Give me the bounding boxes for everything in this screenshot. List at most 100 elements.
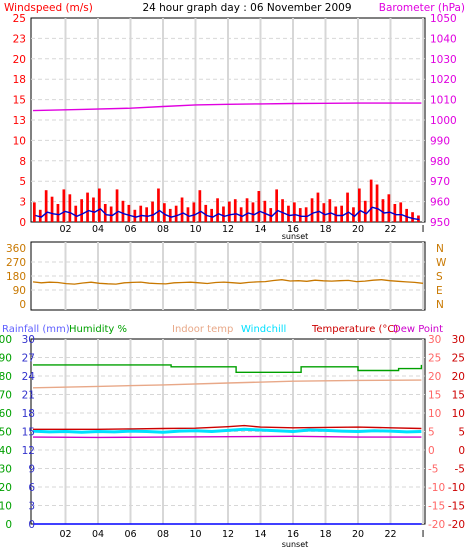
dewpoint-line — [32, 435, 422, 439]
windspeed-bar — [304, 207, 308, 222]
temperature-tick-label-left: 10 — [428, 408, 441, 420]
windspeed-bar — [251, 202, 255, 222]
direction-compass-tick-label: N — [436, 243, 444, 255]
temperature-tick-label-right: -15 — [448, 501, 465, 513]
rainfall-tick-label: 15 — [22, 427, 35, 439]
graph-title: 24 hour graph day : 06 November 2009 — [142, 2, 351, 14]
x-tick-label: I — [422, 224, 425, 235]
rainfall-tick-label: 3 — [28, 501, 35, 513]
x-tick-label: 18 — [319, 529, 331, 540]
humidity-tick-label: 10 — [0, 501, 12, 513]
temperature-tick-label-right: 15 — [452, 390, 465, 402]
barometer-tick-label: 960 — [430, 197, 450, 209]
windspeed-bar — [127, 204, 131, 222]
barometer-tick-label: 1000 — [430, 115, 457, 127]
barometer-tick-label: 990 — [430, 135, 450, 147]
direction-degree-tick-label: 270 — [6, 257, 26, 269]
x-tick-label: 04 — [92, 224, 104, 235]
windspeed-bar — [216, 198, 219, 222]
x-tick-label: 02 — [59, 224, 71, 235]
barometer-tick-label: 970 — [430, 176, 450, 188]
rainfall-tick-label: 21 — [22, 390, 35, 402]
windspeed-tick-label: 3 — [19, 197, 26, 209]
x-tick-label: 16 — [287, 529, 299, 540]
windspeed-bar — [387, 194, 391, 222]
barometer-tick-label: 950 — [430, 217, 450, 229]
windspeed-bar — [298, 208, 302, 222]
windspeed-tick-label: 0 — [19, 217, 26, 229]
windspeed-bar — [180, 197, 184, 222]
humidity-tick-label: 50 — [0, 427, 12, 439]
windspeed-bar — [50, 196, 54, 222]
x-tick-label: 14 — [254, 529, 266, 540]
x-tick-label: 06 — [124, 224, 136, 235]
windchill-axis-label: Windchill — [241, 324, 286, 335]
x-tick-label: 12 — [222, 529, 234, 540]
direction-compass-tick-label: W — [436, 257, 447, 269]
windspeed-bar — [310, 198, 314, 222]
windspeed-bar — [163, 203, 166, 222]
barometer-tick-label: 1020 — [430, 74, 457, 86]
windspeed-bar — [133, 209, 137, 222]
rainfall-tick-label: 24 — [22, 371, 36, 383]
windspeed-bar — [239, 207, 243, 222]
temperature-tick-label-left: 15 — [428, 390, 441, 402]
temperature-tick-label-right: 5 — [458, 427, 465, 439]
wind-baro-lines — [32, 102, 422, 221]
humidity-tick-label: 0 — [5, 519, 12, 531]
windspeed-bar — [233, 199, 237, 222]
x-tick-label: 04 — [92, 529, 104, 540]
rainfall-axis-label: Rainfall (mm) — [2, 324, 70, 335]
windspeed-bar — [151, 201, 154, 222]
humidity-tick-label: 70 — [0, 390, 12, 402]
windspeed-bar — [56, 204, 60, 222]
x-tick-label: 20 — [352, 529, 364, 540]
direction-degree-tick-label: 90 — [13, 285, 26, 297]
windspeed-bar — [198, 190, 202, 222]
temperature-tick-label-left: 20 — [428, 371, 441, 383]
humidity-tick-label: 60 — [0, 408, 12, 420]
windspeed-bar — [145, 207, 148, 222]
x-tick-label: 02 — [59, 529, 71, 540]
temperature-axis-label: Temperature (°C) — [311, 324, 398, 335]
rainfall-tick-label: 30 — [22, 334, 35, 346]
temperature-tick-label-left: -10 — [428, 482, 445, 494]
temperature-tick-label-left: -5 — [428, 464, 438, 476]
windspeed-bar — [74, 205, 78, 222]
windspeed-bar — [186, 207, 190, 222]
temperature-tick-label-left: 0 — [428, 445, 435, 457]
barometer-line — [32, 102, 422, 112]
x-tick-label: 06 — [124, 529, 136, 540]
windspeed-bar — [399, 202, 403, 222]
windspeed-bar — [411, 212, 414, 222]
windspeed-bar — [210, 208, 213, 222]
windspeed-bar — [369, 179, 373, 222]
windspeed-bar — [393, 204, 397, 222]
rainfall-tick-label: 12 — [22, 445, 35, 457]
windspeed-bar — [245, 198, 249, 222]
temperature-tick-label-right: -5 — [455, 464, 465, 476]
humidity-line — [33, 364, 423, 373]
temperature-tick-label-right: 10 — [452, 408, 465, 420]
x-tick-label: 08 — [157, 224, 169, 235]
windspeed-bar — [269, 208, 273, 222]
temperature-tick-label-right: 20 — [452, 371, 465, 383]
x-tick-label: 14 — [254, 224, 266, 235]
x-tick-label: 22 — [384, 224, 396, 235]
humidity-tick-label: 20 — [0, 482, 12, 494]
barometer-tick-label: 1040 — [430, 33, 457, 45]
windspeed-bar — [287, 205, 290, 222]
windspeed-bar — [115, 189, 119, 222]
windspeed-bar — [228, 201, 231, 222]
windspeed-bar — [80, 199, 83, 222]
x-tick-label: 22 — [384, 529, 396, 540]
barometer-tick-label: 1050 — [430, 13, 457, 25]
barometer-tick-label: 1010 — [430, 95, 457, 107]
humidity-tick-label: 30 — [0, 464, 12, 476]
windspeed-tick-label: 10 — [13, 135, 26, 147]
x-tick-label: 10 — [189, 224, 201, 235]
